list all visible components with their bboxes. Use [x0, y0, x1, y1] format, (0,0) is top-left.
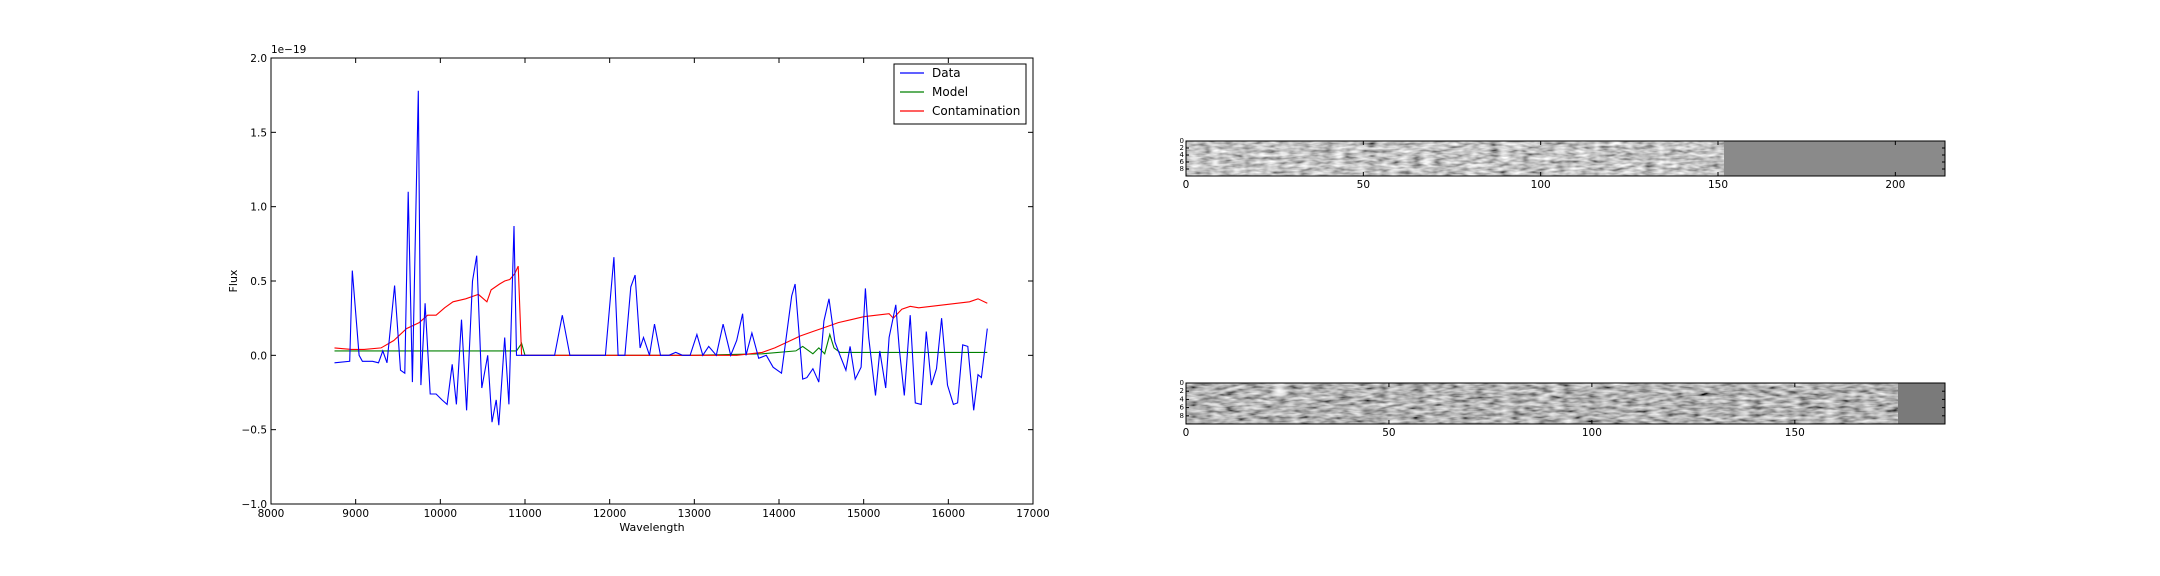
top-image-x-tick-label: 0: [1183, 179, 1190, 191]
top-image-y-tick-label: 4: [1180, 151, 1185, 159]
spectrum-x-ticks: 8000 9000 10000 11000 12000 13000 14000 15000 16…: [258, 58, 1050, 520]
top-image-x-tick-label: 100: [1531, 179, 1551, 191]
bottom-image-bright-source: [1269, 383, 1289, 399]
spectrum-y-tick-label: 1.0: [250, 202, 267, 214]
bottom-image-flat-region: [1898, 383, 1945, 424]
spectrum-plot-frame: [270, 57, 1034, 505]
spectrum-y-ticks: −1.0 −0.5 0.0 0.5 1.0 1.5 2.0: [242, 53, 1033, 511]
legend-label-contamination: Contamination: [932, 104, 1020, 118]
bottom-image-x-tick-label: 150: [1785, 427, 1805, 439]
spectrum-y-tick-label: 0.5: [250, 276, 267, 288]
bottom-image-x-ticks: 0 50 100 150: [1183, 383, 1805, 439]
spectrum-x-tick-label: 12000: [593, 508, 626, 520]
top-image-x-tick-label: 50: [1357, 179, 1370, 191]
top-image-flat-region: [1724, 141, 1945, 176]
spectrum-x-tick-label: 11000: [508, 508, 541, 520]
spectrum-legend: Data Model Contamination: [893, 63, 1027, 125]
bottom-image-frame: [1185, 382, 1946, 425]
bottom-image-x-tick-label: 0: [1183, 427, 1190, 439]
top-image-y-tick-label: 0: [1180, 137, 1184, 145]
spectrum-x-tick-label: 8000: [258, 508, 285, 520]
spectrum-y-tick-label: 0.0: [250, 350, 267, 362]
legend-label-model: Model: [932, 85, 968, 99]
spectrum-x-tick-label: 13000: [678, 508, 711, 520]
legend-box: [893, 63, 1027, 125]
spectrum-y-axis-label: Flux: [227, 269, 240, 292]
spectrum-y-tick-label: −0.5: [242, 425, 268, 437]
top-image-x-tick-label: 200: [1885, 179, 1905, 191]
series-line-contamination: [334, 265, 988, 356]
bottom-image-x-tick-label: 100: [1582, 427, 1602, 439]
series-line-data: [334, 90, 988, 426]
bottom-image-x-tick-label: 50: [1382, 427, 1395, 439]
spectrum-x-tick-label: 14000: [762, 508, 795, 520]
spectrum-x-tick-label: 10000: [424, 508, 457, 520]
bottom-image-noise-region: [1186, 383, 1898, 424]
top-image-y-tick-label: 8: [1180, 165, 1184, 173]
top-image-noise-region: [1186, 141, 1724, 176]
bottom-image-y-tick-label: 8: [1180, 412, 1184, 420]
spectrum-y-tick-label: 2.0: [250, 53, 267, 65]
bottom-image-y-tick-label: 0: [1180, 379, 1184, 387]
spectrum-x-axis-label: Wavelength: [619, 521, 684, 534]
spectrum-y-offset-label: 1e−19: [271, 44, 306, 56]
spectrum-series-lines: [334, 90, 988, 426]
top-image-frame: [1185, 140, 1946, 177]
spectrum-x-tick-label: 9000: [342, 508, 369, 520]
spectrum-plot: 8000 9000 10000 11000 12000 13000 14000 15000 16…: [227, 44, 1050, 534]
bottom-image-y-tick-label: 6: [1180, 404, 1185, 412]
bottom-image-y-tick-label: 2: [1180, 387, 1184, 395]
top-image-y-tick-label: 2: [1180, 144, 1184, 152]
spectrum-y-tick-label: −1.0: [242, 499, 268, 511]
top-image-x-tick-label: 150: [1708, 179, 1728, 191]
spectrum-y-tick-label: 1.5: [250, 127, 267, 139]
spectrum-x-tick-label: 16000: [932, 508, 965, 520]
spectrum-x-tick-label: 15000: [847, 508, 880, 520]
top-image-y-tick-label: 6: [1180, 158, 1185, 166]
top-image-x-ticks: 0 50 100 150 200: [1183, 141, 1905, 191]
legend-label-data: Data: [932, 66, 961, 80]
spectrum-x-tick-label: 17000: [1016, 508, 1049, 520]
bottom-image-y-tick-label: 4: [1180, 395, 1185, 403]
